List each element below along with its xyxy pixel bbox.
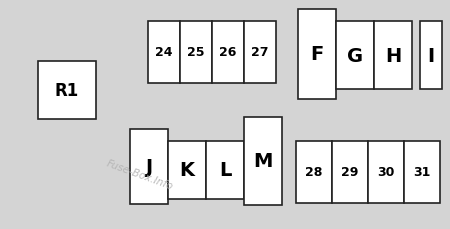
Text: 26: 26 — [219, 46, 237, 59]
Bar — [374, 22, 412, 90]
Bar — [148, 22, 180, 84]
Bar — [130, 129, 168, 204]
Text: 27: 27 — [251, 46, 269, 59]
Text: J: J — [145, 157, 153, 176]
Bar — [298, 10, 336, 100]
Bar — [244, 117, 282, 205]
Text: L: L — [219, 161, 231, 180]
Text: 29: 29 — [341, 166, 359, 179]
Bar — [180, 22, 212, 84]
Text: Fuse-Box.Info: Fuse-Box.Info — [105, 158, 175, 191]
Text: 25: 25 — [187, 46, 205, 59]
Text: H: H — [385, 46, 401, 65]
Text: G: G — [347, 46, 363, 65]
Text: 31: 31 — [413, 166, 431, 179]
Text: I: I — [428, 46, 435, 65]
Text: 30: 30 — [377, 166, 395, 179]
Text: R1: R1 — [55, 82, 79, 100]
Bar — [38, 62, 96, 120]
Bar — [244, 22, 276, 84]
Text: M: M — [253, 152, 273, 171]
Text: 24: 24 — [155, 46, 173, 59]
Text: K: K — [180, 161, 194, 180]
Text: 28: 28 — [305, 166, 323, 179]
Bar — [206, 141, 244, 199]
Text: F: F — [310, 45, 324, 64]
Bar — [332, 141, 368, 203]
Bar — [404, 141, 440, 203]
Bar — [296, 141, 332, 203]
Bar — [212, 22, 244, 84]
Bar — [336, 22, 374, 90]
Bar — [168, 141, 206, 199]
Bar — [368, 141, 404, 203]
Bar — [420, 22, 442, 90]
